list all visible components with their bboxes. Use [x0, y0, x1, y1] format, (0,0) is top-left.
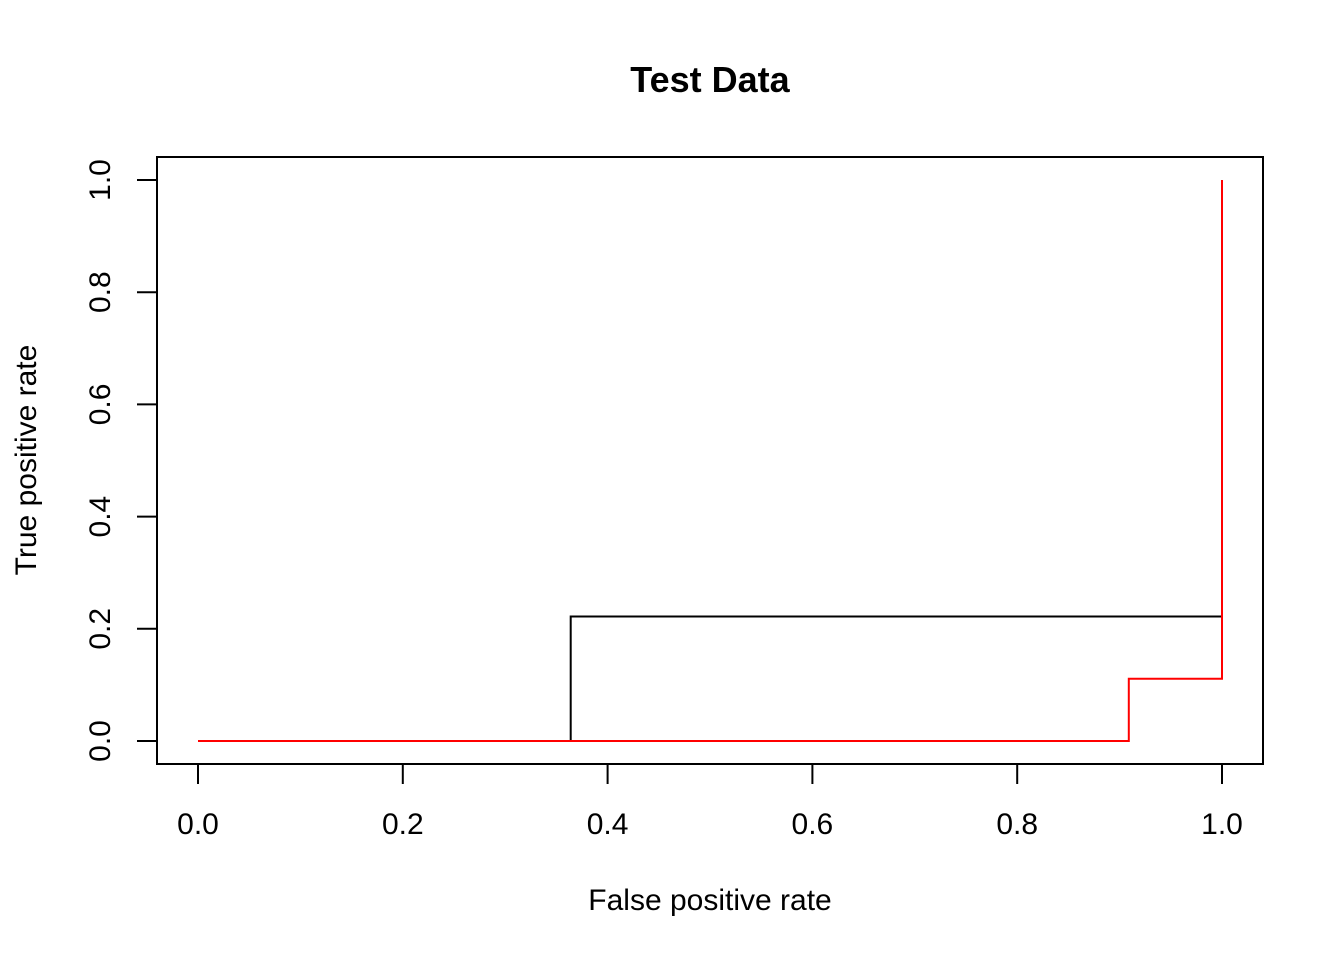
x-tick-label: 0.6	[792, 808, 834, 841]
y-axis-label: True positive rate	[10, 345, 43, 576]
y-tick-label: 0.6	[84, 384, 117, 426]
x-tick-label: 0.8	[996, 808, 1038, 841]
x-tick-label: 1.0	[1201, 808, 1243, 841]
y-tick-label: 0.0	[84, 720, 117, 762]
x-tick-label: 0.2	[382, 808, 424, 841]
chart-title: Test Data	[630, 59, 790, 100]
y-tick-label: 0.4	[84, 496, 117, 538]
x-axis-label: False positive rate	[588, 884, 831, 917]
plot-frame	[156, 156, 1264, 765]
series-layer	[198, 180, 1223, 742]
y-tick-label: 1.0	[84, 159, 117, 201]
y-tick-label: 0.2	[84, 608, 117, 650]
y-axis: 0.0 0.2 0.4 0.6 0.8 1.0	[84, 159, 158, 762]
series-line-roc-black	[198, 180, 1223, 742]
x-axis: 0.0 0.2 0.4 0.6 0.8 1.0	[177, 763, 1243, 841]
series-line-roc-red	[198, 180, 1223, 742]
x-tick-label: 0.0	[177, 808, 219, 841]
x-tick-label: 0.4	[587, 808, 629, 841]
y-tick-label: 0.8	[84, 271, 117, 313]
